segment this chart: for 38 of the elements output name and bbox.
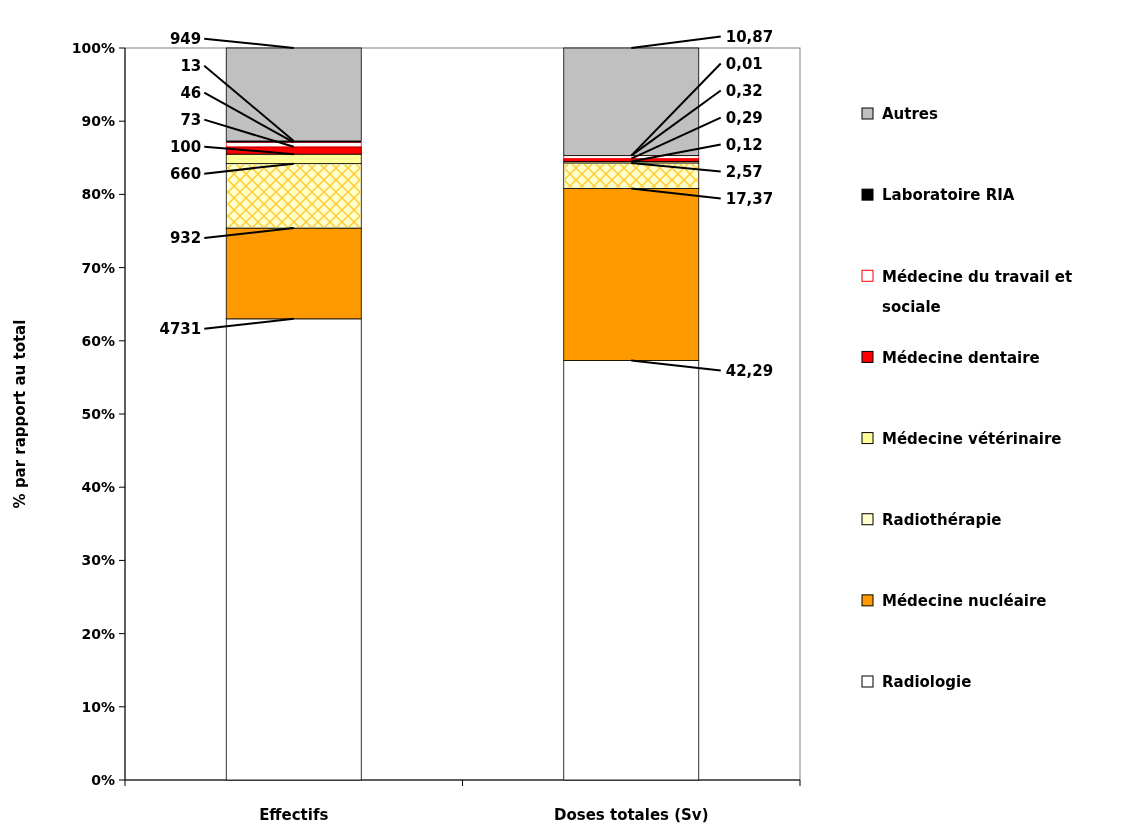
y-tick-label: 40% <box>81 479 115 496</box>
annotation: 2,57 <box>725 162 763 181</box>
annotation: 660 <box>169 164 202 183</box>
legend-label: Médecine dentaire <box>882 348 1040 367</box>
annotation: 0,29 <box>725 108 763 127</box>
annotation: 0,12 <box>725 135 763 154</box>
annotation: 10,87 <box>725 27 774 46</box>
annotation: 17,37 <box>725 189 774 208</box>
y-axis-title: % par rapport au total <box>11 319 29 509</box>
legend-label: Radiothérapie <box>882 510 1002 529</box>
annotation: 100 <box>169 137 202 156</box>
y-tick-label: 90% <box>81 113 115 130</box>
annotation: 949 <box>169 29 202 48</box>
annotation: 4731 <box>159 320 202 339</box>
annotation: 73 <box>180 110 202 129</box>
y-tick-label: 0% <box>91 771 115 788</box>
y-tick-label: 20% <box>81 625 115 642</box>
x-tick-label: Effectifs <box>259 806 329 824</box>
legend-label: Laboratoire RIA <box>882 186 1015 205</box>
annotation: 932 <box>169 229 202 248</box>
annotation: 0,32 <box>725 81 763 100</box>
annotation: 46 <box>180 83 202 102</box>
y-tick-label: 100% <box>71 39 115 56</box>
legend-label: Médecine vétérinaire <box>882 429 1062 448</box>
annotation: 13 <box>180 56 202 75</box>
y-tick-label: 60% <box>81 332 115 349</box>
y-tick-label: 10% <box>81 698 115 715</box>
legend-label: Médecine du travail et sociale <box>882 267 1073 316</box>
y-tick-label: 80% <box>81 186 115 203</box>
annotation: 0,01 <box>725 54 763 73</box>
y-tick-label: 50% <box>81 405 115 422</box>
legend-label: Autres <box>882 105 939 124</box>
legend-label: Médecine nucléaire <box>882 592 1047 611</box>
legend-label: Radiologie <box>882 673 972 692</box>
y-tick-label: 30% <box>81 552 115 569</box>
annotation: 42,29 <box>725 361 774 380</box>
y-tick-label: 70% <box>81 259 115 276</box>
x-tick-label: Doses totales (Sv) <box>553 806 709 824</box>
